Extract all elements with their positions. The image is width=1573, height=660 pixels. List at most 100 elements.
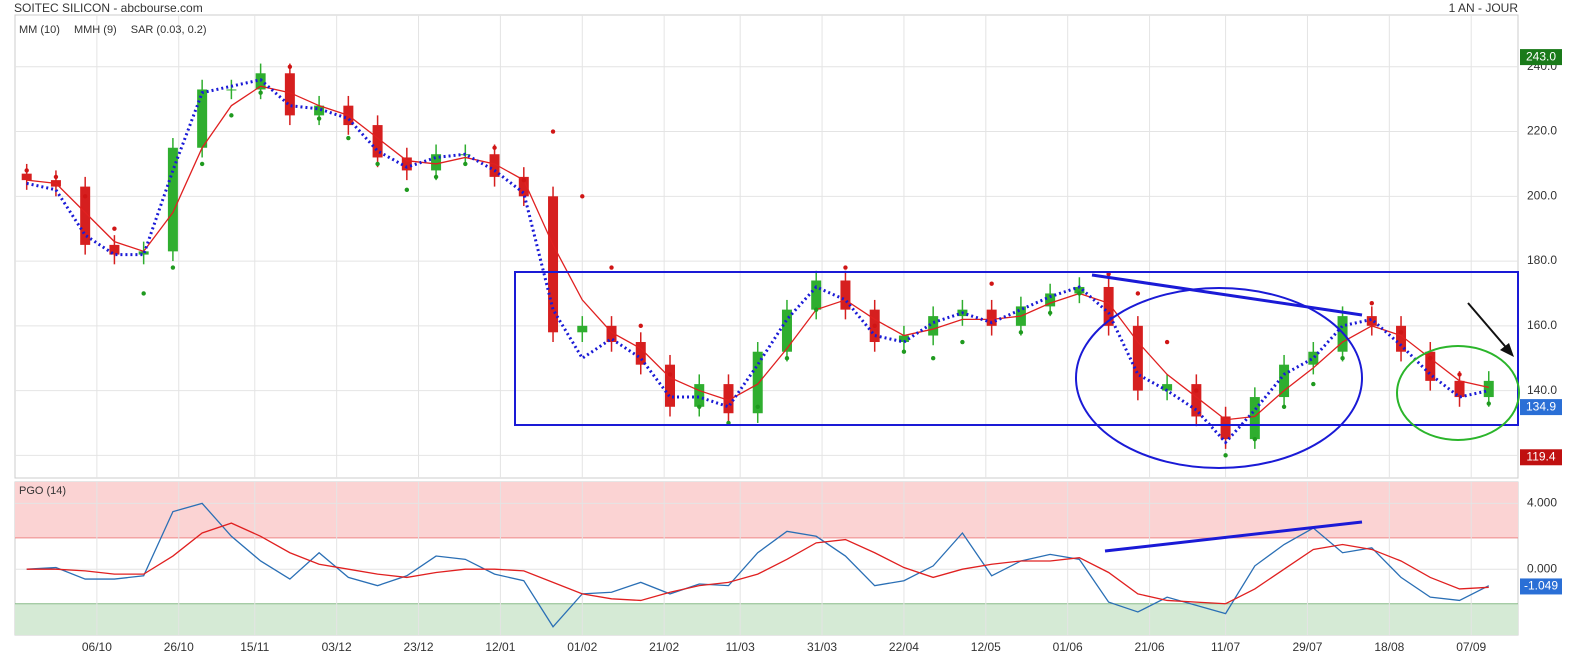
arrow [1467,302,1511,353]
candle-body [1396,325,1407,352]
sar-dot [638,323,643,329]
candle-body [1366,316,1377,326]
y-tick-label: 160.0 [1527,318,1557,332]
sar-dot [258,90,263,95]
sar-dot [112,226,117,231]
candle-body [167,147,178,252]
price-marker [1520,399,1562,416]
candle-body [314,105,325,116]
sar-dot [1077,291,1082,296]
candle-body [606,325,617,343]
sar-dot [1018,330,1024,335]
series-line [26,85,1489,421]
sar-dot [346,135,351,141]
candle-body [80,186,91,245]
candle-body [1103,286,1114,326]
sar-dot [989,281,994,286]
period: 1 AN - JOUR [1449,1,1519,15]
x-tick-label: 15/11 [240,640,269,654]
sar-dot [1194,388,1199,393]
sar-dot [1047,310,1053,316]
candle-body [138,251,149,255]
sar-dot [1457,372,1462,377]
sar-dot [697,404,702,409]
x-tick-label: 21/02 [649,640,679,654]
x-tick-label: 12/01 [485,640,515,654]
x-tick-label: 12/05 [971,640,1001,654]
price-marker [1520,49,1562,66]
upper-band [15,482,1518,538]
sar-dot [375,161,380,167]
sar-dot [141,291,146,296]
sar-dot [463,161,468,167]
series-line [26,502,1490,628]
blue-ellipse [1075,287,1363,469]
sar-dot [580,194,585,199]
price-marker-label: 134.9 [1526,399,1556,413]
sar-dot [170,265,176,270]
y-tick-label: 220.0 [1527,124,1557,138]
sar-dot [1340,356,1345,361]
x-tick-label: 11/07 [1211,640,1240,654]
x-tick-label: 01/06 [1053,640,1083,654]
sar-dot [872,323,877,329]
pgo-trend-line [1104,520,1363,553]
x-tick-label: 29/07 [1292,640,1322,654]
x-tick-label: 01/02 [567,640,597,654]
sar-dot [53,174,59,180]
legend-entry: MMH (9) [74,24,117,36]
y-tick-label: 4.000 [1527,496,1557,510]
candle-body [372,125,383,158]
sar-dot [609,265,614,270]
candle-body [548,196,559,333]
sar-dot [930,356,936,361]
candle-body [635,342,646,365]
price-marker-label: 119.4 [1526,449,1555,463]
sar-dot [1428,356,1433,361]
candle-body [694,384,705,407]
sar-dot [492,145,497,150]
main-panel [14,14,1519,479]
candle-body [1132,325,1143,391]
sar-dot [755,404,760,409]
sar-dot [229,113,234,118]
candle-body [226,89,237,91]
sar-dot [316,116,322,121]
candle-body [1483,380,1494,398]
candle-body [1308,351,1319,365]
candle-body [665,364,676,407]
sar-dot [1281,404,1287,409]
price-marker-label: -1.049 [1524,579,1558,593]
candle-body [489,154,500,177]
candle-body [781,309,792,352]
candle-body [1279,364,1290,398]
sar-dot [1486,401,1491,406]
candle-body [197,89,208,148]
sar-dot [199,161,205,167]
candle-body [518,176,529,197]
sar-dot [1398,330,1404,335]
y-tick-label: 0.000 [1527,561,1557,575]
green-ellipse [1396,345,1520,441]
sar-dot [1369,300,1374,306]
sar-dot [814,307,819,312]
sar-dot [24,168,29,173]
candle-body [1074,286,1085,294]
sar-dot [404,187,410,193]
x-tick-label: 06/10 [82,640,112,654]
candle-body [1249,397,1260,440]
x-tick-label: 26/10 [164,640,194,654]
x-tick-label: 31/03 [807,640,837,654]
series-line [26,522,1489,605]
trend-line [1091,273,1363,317]
sar-dot [287,64,293,70]
arrow-head [1500,343,1514,357]
x-tick-label: 23/12 [404,640,434,654]
range-box [514,271,1519,426]
x-tick-label: 22/04 [889,640,919,654]
price-marker-label: 243.0 [1526,49,1556,63]
pgo-title: PGO (14) [19,485,66,497]
candle-body [840,280,851,310]
candle-body [284,73,295,116]
